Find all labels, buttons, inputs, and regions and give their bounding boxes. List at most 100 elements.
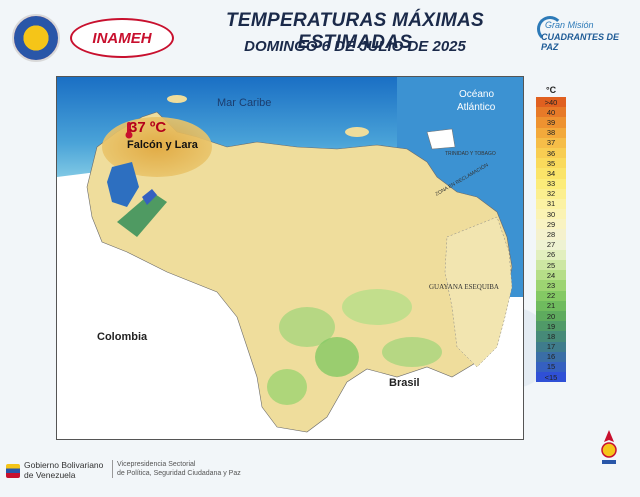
legend-swatch: 31 bbox=[536, 198, 566, 210]
legend-row: 29 bbox=[536, 219, 576, 230]
legend-row: 16 bbox=[536, 351, 576, 362]
legend-row: 25 bbox=[536, 260, 576, 271]
legend-swatch: 19 bbox=[536, 321, 566, 332]
legend-row: 34 bbox=[536, 168, 576, 179]
temperature-map: Mar Caribe Océano Atlántico 37 ºC Falcón… bbox=[56, 76, 524, 440]
legend-swatch: 30 bbox=[536, 209, 566, 220]
andes-peak-zone bbox=[142, 189, 157, 205]
legend-swatch: 38 bbox=[536, 127, 566, 138]
inameh-logo-text: INAMEH bbox=[92, 29, 152, 47]
legend-swatch: 18 bbox=[536, 331, 566, 342]
legend-row: 17 bbox=[536, 341, 576, 352]
legend-swatch: 16 bbox=[536, 351, 566, 362]
legend-swatch: 26 bbox=[536, 249, 566, 260]
legend-row: 24 bbox=[536, 270, 576, 281]
venezuela-flag-icon bbox=[6, 464, 20, 478]
gobierno-logo-text: Gobierno Bolivariano de Venezuela bbox=[24, 460, 103, 480]
legend-swatch: 29 bbox=[536, 219, 566, 230]
vicepresidencia-text: Vicepresidencia Sectorial de Política, S… bbox=[112, 460, 241, 478]
legend-swatch: 35 bbox=[536, 158, 566, 169]
trinidad-island bbox=[426, 128, 456, 150]
legend-row: 30 bbox=[536, 209, 576, 220]
andes-cold-zone bbox=[117, 192, 167, 237]
mision-arc-icon bbox=[537, 16, 563, 42]
legend-swatch: 24 bbox=[536, 270, 566, 281]
legend-swatch: 34 bbox=[536, 168, 566, 179]
label-guayana-esequiba: GUAYANA ESEQUIBA bbox=[429, 283, 499, 291]
vice-line1: Vicepresidencia Sectorial bbox=[117, 461, 196, 468]
legend-swatch: 15 bbox=[536, 361, 566, 373]
legend-row: 33 bbox=[536, 178, 576, 189]
legend-swatch: 32 bbox=[536, 188, 566, 199]
legend-row: 27 bbox=[536, 239, 576, 250]
legend-row: 20 bbox=[536, 310, 576, 322]
gob-line1: Gobierno Bolivariano bbox=[24, 460, 104, 470]
highlight-region: Falcón y Lara bbox=[127, 139, 198, 151]
highlight-temperature: 37 ºC bbox=[129, 119, 167, 136]
page-title: TEMPERATURAS MÁXIMAS ESTIMADAS bbox=[226, 10, 484, 53]
legend-row: 35 bbox=[536, 158, 576, 169]
legend-row: 40 bbox=[536, 107, 576, 118]
thermometer-icon bbox=[127, 122, 131, 134]
legend-swatch: >40 bbox=[536, 97, 566, 108]
colombia-land bbox=[57, 172, 257, 439]
header: INAMEH TEMPERATURAS MÁXIMAS ESTIMADAS DO… bbox=[0, 0, 640, 70]
legend-row: 36 bbox=[536, 147, 576, 159]
legend-row: 39 bbox=[536, 117, 576, 128]
highland-zone-5 bbox=[267, 369, 307, 405]
legend-row: 19 bbox=[536, 321, 576, 332]
legend-row: 26 bbox=[536, 249, 576, 260]
legend-unit: °C bbox=[546, 85, 557, 95]
legend-row: 31 bbox=[536, 198, 576, 210]
map-svg bbox=[57, 77, 523, 439]
inameh-logo: INAMEH bbox=[70, 18, 174, 58]
highland-zone-1 bbox=[279, 307, 335, 347]
legend-row: 22 bbox=[536, 290, 576, 301]
label-trinidad: TRINIDAD Y TOBAGO bbox=[445, 151, 496, 157]
mision-cuadrantes-logo: Gran Misión CUADRANTES DE PAZ bbox=[535, 16, 635, 56]
highland-zone-4 bbox=[382, 337, 442, 367]
legend-row: 18 bbox=[536, 331, 576, 342]
thermometer-bulb-icon bbox=[125, 131, 133, 139]
gob-line2: de Venezuela bbox=[24, 470, 76, 480]
legend-row: 28 bbox=[536, 229, 576, 240]
legend-swatch: 28 bbox=[536, 229, 566, 240]
legend-swatch: 33 bbox=[536, 178, 566, 189]
mision-line2: CUADRANTES DE PAZ bbox=[541, 32, 620, 52]
venezuela-seal-logo bbox=[12, 14, 60, 62]
label-atlantico: Atlántico bbox=[457, 102, 496, 113]
legend-swatch: 36 bbox=[536, 147, 566, 159]
legend-swatch: <15 bbox=[536, 372, 566, 383]
temperature-legend: °C >40 40 39 38 37 36 35 34 33 32 31 30 29 28 27 26 25 24… bbox=[536, 85, 576, 383]
footer: Gobierno Bolivariano de Venezuela Vicepr… bbox=[0, 452, 640, 497]
vice-line2: de Política, Seguridad Ciudadana y Paz bbox=[117, 470, 241, 477]
legend-row: <15 bbox=[536, 372, 576, 383]
legend-swatch: 22 bbox=[536, 290, 566, 301]
label-oceano: Océano bbox=[459, 89, 495, 100]
mision-line1: Gran Misión bbox=[545, 20, 594, 30]
legend-swatch: 27 bbox=[536, 239, 566, 250]
highland-zone-3 bbox=[315, 337, 359, 377]
label-mar-caribe: Mar Caribe bbox=[217, 97, 272, 109]
lake-maracaibo bbox=[107, 162, 139, 207]
corner-emblem-logo bbox=[601, 430, 617, 464]
legend-swatch: 37 bbox=[536, 137, 566, 148]
legend-row: 37 bbox=[536, 137, 576, 148]
legend-row: 32 bbox=[536, 188, 576, 199]
legend-rows: >40 40 39 38 37 36 35 34 33 32 31 30 29 28 27 26 25 24 23 2… bbox=[536, 97, 576, 383]
label-colombia: Colombia bbox=[97, 331, 148, 343]
legend-swatch: 25 bbox=[536, 260, 566, 271]
legend-swatch: 39 bbox=[536, 117, 566, 128]
legend-swatch: 20 bbox=[536, 310, 566, 322]
legend-row: 38 bbox=[536, 127, 576, 138]
legend-row: 23 bbox=[536, 280, 576, 291]
legend-row: >40 bbox=[536, 97, 576, 108]
page-date: DOMINGO 6 DE JULIO DE 2025 bbox=[244, 38, 466, 55]
island-aruba-curacao bbox=[167, 95, 187, 103]
island-margarita bbox=[345, 127, 369, 137]
legend-row: 15 bbox=[536, 361, 576, 373]
label-brasil: Brasil bbox=[389, 377, 420, 389]
highland-zone-2 bbox=[342, 289, 412, 325]
legend-swatch: 23 bbox=[536, 280, 566, 291]
legend-swatch: 21 bbox=[536, 300, 566, 311]
